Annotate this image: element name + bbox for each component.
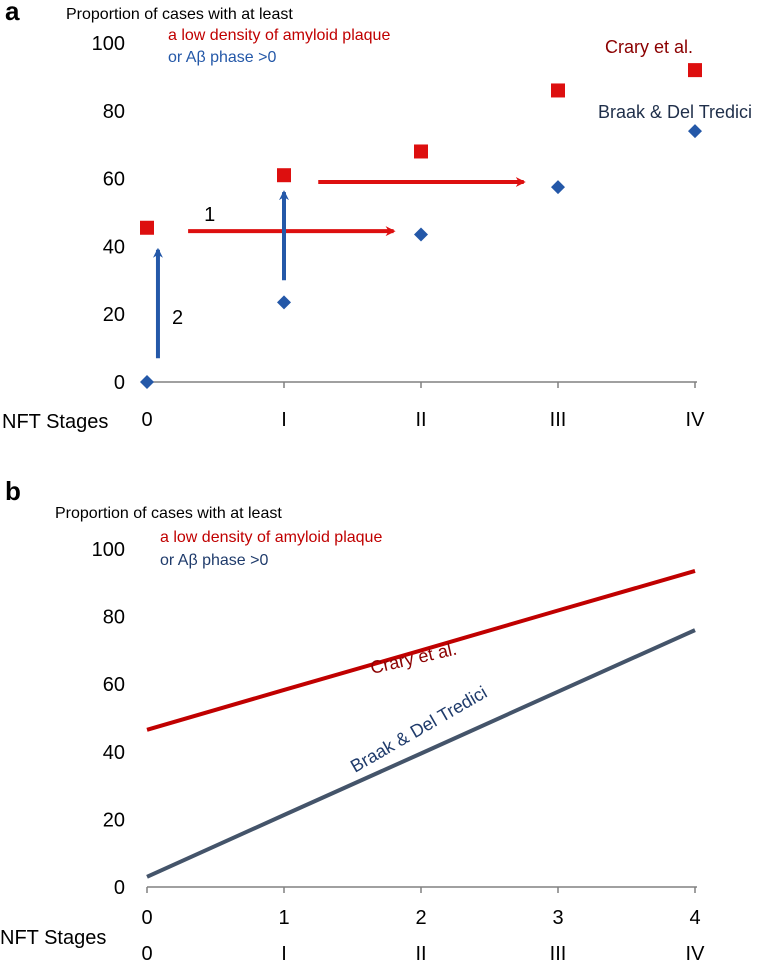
panel-b-y-tick-label: 80: [103, 607, 125, 629]
crary-marker: [140, 220, 154, 235]
panel-a-y-tick-label: 40: [103, 236, 125, 258]
panel-a-crary-label: Crary et al.: [605, 37, 693, 57]
braak-marker: [551, 180, 565, 195]
panel-a-y-tick-label: 100: [92, 33, 125, 55]
panel-a-markers: [140, 63, 702, 389]
crary-marker: [688, 63, 702, 78]
panel-b: b Proportion of cases with at least a lo…: [0, 476, 705, 963]
panel-a-x-tick-label: 0: [141, 409, 152, 431]
panel-b-x-tick-label: 2: [415, 907, 426, 929]
panel-a-letter: a: [5, 0, 20, 26]
panel-b-y-tick-label: 100: [92, 539, 125, 561]
panel-a-x-tick-label: IV: [686, 409, 706, 431]
panel-b-stage-label: I: [281, 943, 287, 963]
arrow-label: 1: [204, 204, 215, 226]
panel-a-y-tick-label: 60: [103, 169, 125, 191]
crary-marker: [277, 168, 291, 183]
panel-b-title-line2: a low density of amyloid plaque: [160, 529, 382, 546]
panel-b-title-line1: Proportion of cases with at least: [55, 505, 282, 522]
panel-a-title-line2: a low density of amyloid plaque: [168, 27, 390, 44]
panel-b-stage-label: 0: [141, 943, 152, 963]
panel-b-y-tick-label: 20: [103, 809, 125, 831]
crary-marker: [551, 83, 565, 98]
panel-b-y-tick-label: 60: [103, 674, 125, 696]
panel-b-x-tick-label: 0: [141, 907, 152, 929]
panel-b-x-tick-label: 1: [278, 907, 289, 929]
braak-marker: [688, 124, 702, 139]
panel-b-x-tick-label: 4: [689, 907, 700, 929]
panel-b-stage-label: III: [550, 943, 567, 963]
panel-b-title-line3: or Aβ phase >0: [160, 552, 268, 569]
braak-marker: [277, 295, 291, 310]
panel-a-y-tick-label: 0: [114, 372, 125, 394]
crary-line: [146, 569, 696, 732]
panel-a-y-tick-label: 20: [103, 304, 125, 326]
panel-a-annotations: 12: [152, 176, 526, 359]
panel-a: a Proportion of cases with at least a lo…: [2, 0, 752, 433]
panel-b-crary-label: Crary et al.: [368, 639, 458, 678]
panel-a-x-tick-label: I: [281, 409, 287, 431]
panel-b-stage-label: IV: [686, 943, 706, 963]
braak-marker: [414, 227, 428, 242]
braak-marker: [140, 375, 154, 389]
panel-b-lines: [146, 569, 696, 879]
braak-line: [146, 628, 696, 879]
panel-b-y-tick-label: 0: [114, 877, 125, 899]
panel-b-x-axis-title: NFT Stages: [0, 927, 106, 949]
panel-a-title-line1: Proportion of cases with at least: [66, 6, 293, 23]
arrow-label: 2: [172, 307, 183, 329]
panel-b-y-tick-label: 40: [103, 742, 125, 764]
panel-a-x-axis-title: NFT Stages: [2, 411, 108, 433]
panel-a-title-line3: or Aβ phase >0: [168, 49, 276, 66]
panel-a-braak-label: Braak & Del Tredici: [598, 102, 752, 122]
panel-b-x-tick-label: 3: [552, 907, 563, 929]
panel-a-x-tick-label: II: [415, 409, 426, 431]
crary-marker: [414, 144, 428, 159]
panel-b-braak-label: Braak & Del Tredici: [347, 682, 490, 776]
panel-a-x-tick-label: III: [550, 409, 567, 431]
panel-b-stage-label: II: [415, 943, 426, 963]
panel-a-y-tick-label: 80: [103, 101, 125, 123]
panel-b-letter: b: [5, 476, 21, 506]
